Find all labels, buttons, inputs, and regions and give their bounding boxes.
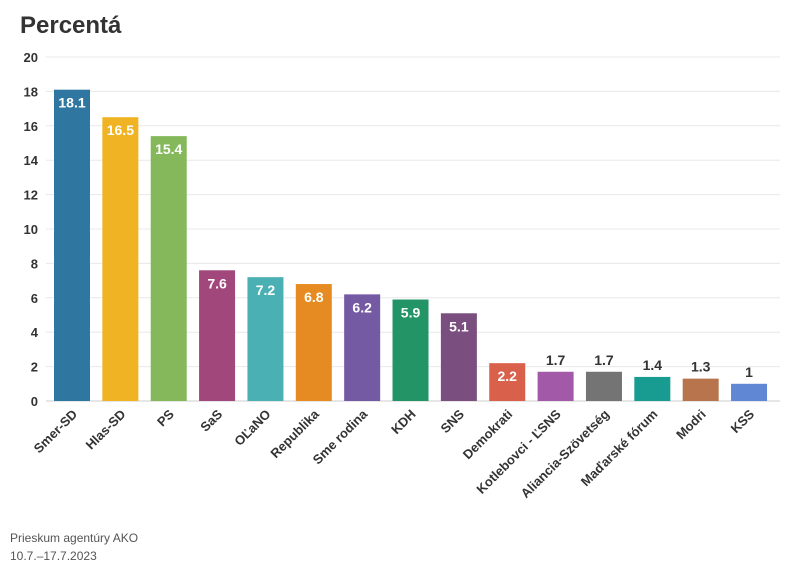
bar[interactable] [682,378,719,401]
data-label: 2.2 [498,368,518,384]
x-tick-label: KDH [388,407,419,438]
bar[interactable] [392,299,429,401]
x-tick-label: SaS [197,406,225,434]
data-label: 1.4 [643,357,663,373]
bar[interactable] [199,270,236,401]
bar[interactable] [344,294,381,401]
x-tick-label: Smer-SD [31,407,80,456]
y-tick-label: 4 [31,325,39,340]
data-label: 6.8 [304,289,324,305]
data-label: 1.3 [691,359,711,375]
x-tick-label: Aliancia-Szövetség [518,406,612,500]
data-label: 7.6 [207,275,227,291]
y-tick-label: 8 [31,256,38,271]
bar[interactable] [537,371,574,401]
y-tick-label: 0 [31,394,38,409]
x-tick-label: SNS [437,406,467,436]
data-label: 18.1 [58,95,85,111]
bar[interactable] [440,313,477,401]
source-note: Prieskum agentúry AKO [10,531,139,545]
data-label: 1.7 [546,352,566,368]
bar[interactable] [295,284,332,401]
data-label: 6.2 [352,299,372,315]
bar[interactable] [585,371,622,401]
bar[interactable] [634,376,671,401]
y-tick-label: 6 [31,291,38,306]
x-tick-label: PS [154,406,177,429]
x-tick-label: Kotlebovci - ĽSNS [473,406,564,497]
data-label: 15.4 [155,141,182,157]
data-label: 5.9 [401,305,421,321]
x-tick-label: OĽaNO [231,407,273,449]
bar[interactable] [489,363,526,401]
data-label: 1.7 [594,352,614,368]
y-tick-label: 10 [24,222,38,237]
bar[interactable] [247,277,284,401]
y-tick-label: 16 [24,119,38,134]
x-tick-label: Hlas-SD [83,407,129,453]
bar[interactable] [731,383,768,401]
y-tick-label: 20 [24,50,38,65]
bar[interactable] [150,136,187,401]
data-label: 1 [745,364,753,380]
date-note: 10.7.–17.7.2023 [10,549,97,563]
bar[interactable] [102,117,139,401]
data-label: 5.1 [449,318,469,334]
chart-title: Percentá [20,12,122,39]
x-tick-label: KSS [728,406,758,436]
x-tick-label: Modri [673,407,709,443]
y-tick-label: 14 [24,153,39,168]
bar[interactable] [54,89,90,402]
data-label: 16.5 [107,122,134,138]
y-tick-label: 18 [24,84,38,99]
data-label: 7.2 [256,282,276,298]
y-tick-label: 12 [24,188,38,203]
y-tick-label: 2 [31,360,38,375]
